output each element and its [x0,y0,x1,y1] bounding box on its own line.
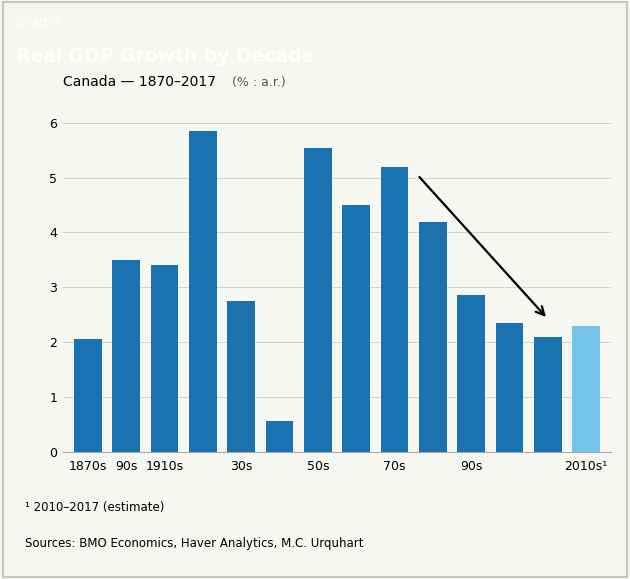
Bar [457,295,485,452]
Text: (% : a.r.): (% : a.r.) [224,76,285,89]
Bar [151,265,178,452]
Bar [227,301,255,452]
Text: Canada — 1870–2017: Canada — 1870–2017 [63,75,216,89]
Bar [381,167,408,452]
Bar [304,148,331,452]
Bar [266,422,294,452]
Bar [534,336,562,452]
Text: Sources: BMO Economics, Haver Analytics, M.C. Urquhart: Sources: BMO Economics, Haver Analytics,… [25,537,364,550]
Bar [112,260,140,452]
Bar [419,222,447,452]
Text: Real GDP Growth by Decade: Real GDP Growth by Decade [16,47,314,65]
Text: ¹ 2010–2017 (estimate): ¹ 2010–2017 (estimate) [25,501,164,514]
Bar [343,205,370,452]
Bar [74,339,101,452]
Text: Chart 2: Chart 2 [16,16,60,29]
Bar [496,323,524,452]
Bar [189,131,217,452]
Bar [573,325,600,452]
